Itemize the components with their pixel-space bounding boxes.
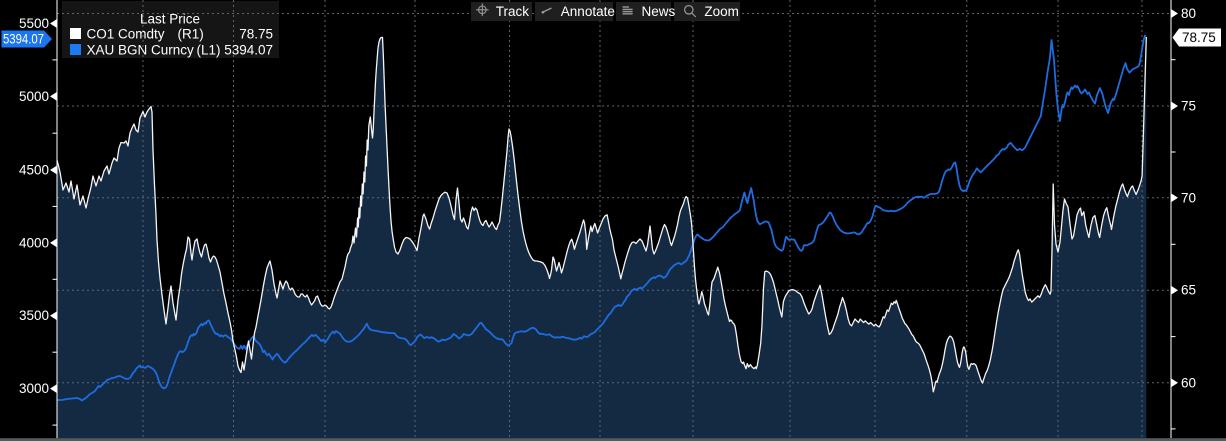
svg-text:(L1): (L1) (197, 43, 221, 58)
svg-text:Annotate: Annotate (561, 4, 615, 19)
svg-text:3500: 3500 (19, 308, 49, 323)
svg-text:4000: 4000 (19, 235, 49, 250)
svg-text:Last Price: Last Price (140, 12, 200, 27)
svg-text:65: 65 (1181, 283, 1196, 298)
svg-text:70: 70 (1181, 190, 1196, 205)
svg-text:5500: 5500 (19, 16, 49, 31)
svg-text:3000: 3000 (19, 381, 49, 396)
svg-text:78.75: 78.75 (239, 27, 273, 42)
svg-text:80: 80 (1181, 6, 1196, 21)
svg-text:5394.07: 5394.07 (3, 32, 44, 47)
svg-text:(R1): (R1) (178, 27, 204, 42)
svg-text:60: 60 (1181, 375, 1196, 390)
svg-text:5000: 5000 (19, 89, 49, 104)
svg-text:75: 75 (1181, 99, 1196, 114)
svg-text:78.75: 78.75 (1182, 30, 1216, 45)
svg-text:CO1 Comdty: CO1 Comdty (87, 27, 165, 42)
svg-text:XAU BGN Curncy: XAU BGN Curncy (87, 43, 195, 58)
svg-text:Zoom: Zoom (704, 4, 739, 19)
svg-text:4500: 4500 (19, 163, 49, 178)
svg-text:Track: Track (496, 4, 529, 19)
svg-text:News: News (642, 4, 676, 19)
svg-text:5394.07: 5394.07 (224, 43, 273, 58)
